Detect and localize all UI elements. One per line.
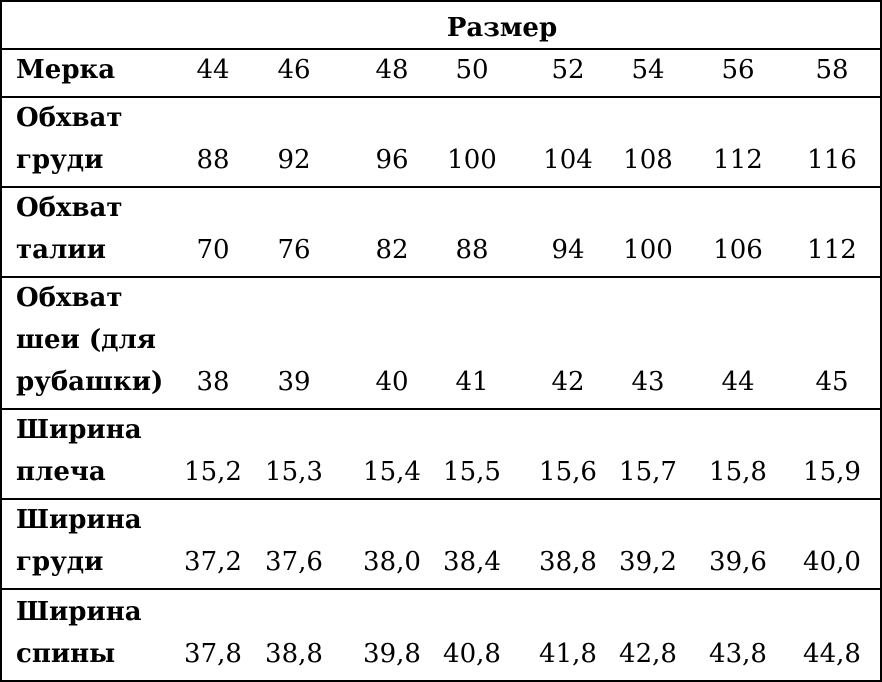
cell-value: 46 [277,55,311,85]
row-label: плеча [16,457,106,487]
cell-value: 39,8 [363,639,421,669]
cell-value: 106 [713,235,763,265]
row-divider [2,96,880,98]
row-label: груди [16,547,104,577]
table-title: Размер [446,13,558,43]
cell-value: 112 [713,145,763,175]
cell-value: 41 [455,367,489,397]
cell-value: 44 [721,367,755,397]
cell-value: 38,0 [363,547,421,577]
cell-value: 42 [551,367,585,397]
cell-value: 100 [447,145,497,175]
cell-value: 43,8 [709,639,767,669]
row-label: Ширина [16,415,142,445]
cell-value: 15,6 [539,457,597,487]
cell-value: 70 [196,235,230,265]
cell-value: 82 [375,235,409,265]
cell-value: 15,3 [265,457,323,487]
cell-value: 44 [196,55,230,85]
row-divider [2,588,880,590]
row-label: Обхват [16,103,123,133]
cell-value: 94 [551,235,585,265]
cell-value: 56 [721,55,755,85]
cell-value: 37,2 [184,547,242,577]
cell-value: 37,6 [265,547,323,577]
cell-value: 39,6 [709,547,767,577]
cell-value: 52 [551,55,585,85]
row-divider [2,186,880,188]
row-divider [2,408,880,410]
cell-value: 39,2 [619,547,677,577]
cell-value: 100 [623,235,673,265]
cell-value: 38 [196,367,230,397]
cell-value: 41,8 [539,639,597,669]
cell-value: 112 [807,235,857,265]
row-label: Ширина [16,505,142,535]
cell-value: 88 [455,235,489,265]
row-label: шеи (для [16,325,156,355]
cell-value: 40,0 [803,547,861,577]
cell-value: 88 [196,145,230,175]
cell-value: 50 [455,55,489,85]
cell-value: 38,8 [539,547,597,577]
cell-value: 42,8 [619,639,677,669]
cell-value: 48 [375,55,409,85]
cell-value: 92 [277,145,311,175]
row-label: Мерка [16,55,116,85]
cell-value: 96 [375,145,409,175]
cell-value: 58 [815,55,849,85]
cell-value: 38,8 [265,639,323,669]
cell-value: 40 [375,367,409,397]
row-label: груди [16,145,104,175]
cell-value: 40,8 [443,639,501,669]
cell-value: 15,7 [619,457,677,487]
row-label: спины [16,639,116,669]
cell-value: 76 [277,235,311,265]
cell-value: 15,8 [709,457,767,487]
cell-value: 38,4 [443,547,501,577]
cell-value: 43 [631,367,665,397]
cell-value: 15,9 [803,457,861,487]
cell-value: 15,4 [363,457,421,487]
cell-value: 116 [807,145,857,175]
row-label: Ширина [16,597,142,627]
cell-value: 45 [815,367,849,397]
row-divider [2,276,880,278]
row-label: Обхват [16,283,123,313]
row-label: рубашки) [16,367,164,397]
cell-value: 39 [277,367,311,397]
row-divider [2,48,880,50]
cell-value: 108 [623,145,673,175]
row-label: талии [16,235,106,265]
row-label: Обхват [16,193,123,223]
cell-value: 104 [543,145,593,175]
row-divider [2,498,880,500]
cell-value: 44,8 [803,639,861,669]
cell-value: 37,8 [184,639,242,669]
cell-value: 15,5 [443,457,501,487]
cell-value: 54 [631,55,665,85]
cell-value: 15,2 [184,457,242,487]
